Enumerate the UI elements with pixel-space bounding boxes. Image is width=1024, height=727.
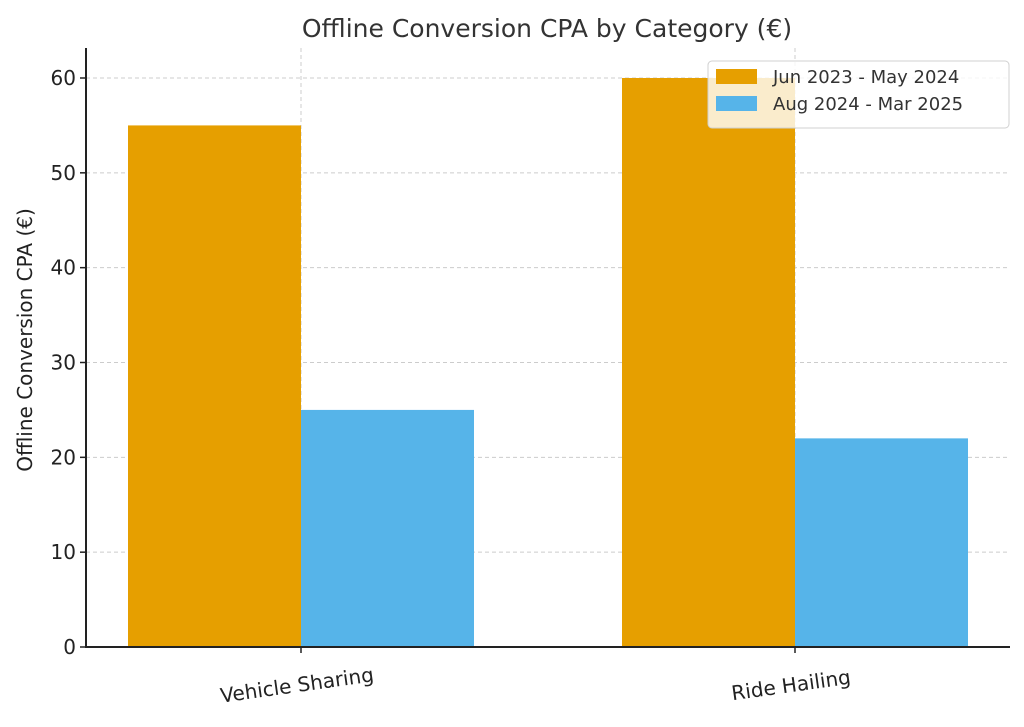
y-axis-label: Offline Conversion CPA (€) [13,208,37,472]
y-tick-label: 0 [63,635,76,659]
y-tick-label: 40 [51,256,76,280]
y-tick-label: 60 [51,66,76,90]
bar-series1-vehicle-sharing [128,125,301,647]
y-tick-label: 30 [51,351,76,375]
bars [128,78,968,647]
legend-label: Jun 2023 - May 2024 [772,67,959,88]
legend-box [707,60,1010,129]
x-tick-label: Ride Hailing [730,665,852,705]
y-tick-label: 10 [51,540,76,564]
y-tick-label: 50 [51,161,76,185]
legend-label: Aug 2024 - Mar 2025 [773,94,963,115]
bar-series1-ride-hailing [622,78,795,647]
legend: Jun 2023 - May 2024 Aug 2024 - Mar 2025 [707,60,1010,129]
bar-series2-ride-hailing [795,438,968,647]
chart-title: Offline Conversion CPA by Category (€) [302,14,792,43]
y-tick-label: 20 [51,445,76,469]
bar-series2-vehicle-sharing [301,409,474,647]
x-tick-label: Vehicle Sharing [219,662,376,707]
legend-swatch [716,96,757,111]
legend-swatch [716,69,757,84]
